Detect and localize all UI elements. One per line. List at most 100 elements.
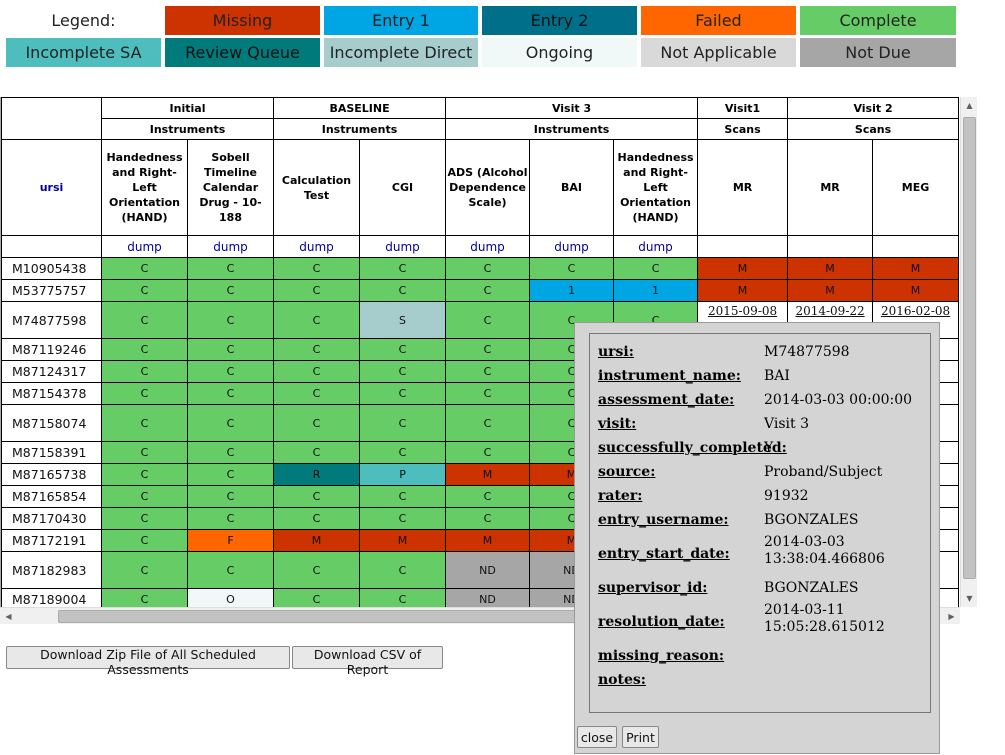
status-cell[interactable]: C: [101, 551, 188, 589]
dump-link[interactable]: dump: [613, 235, 699, 258]
status-cell[interactable]: M: [273, 529, 361, 552]
status-cell[interactable]: C: [445, 485, 531, 508]
dump-link[interactable]: dump: [359, 235, 447, 258]
status-cell[interactable]: C: [273, 507, 361, 530]
status-cell[interactable]: C: [101, 382, 188, 405]
status-cell[interactable]: C: [273, 485, 361, 508]
status-cell[interactable]: C: [186, 301, 275, 339]
status-cell[interactable]: M: [359, 529, 447, 552]
status-cell[interactable]: C: [186, 485, 275, 508]
status-cell[interactable]: C: [101, 529, 188, 552]
status-cell[interactable]: C: [186, 338, 275, 361]
dump-link[interactable]: dump: [101, 235, 188, 258]
status-cell[interactable]: C: [273, 360, 361, 383]
status-cell[interactable]: C: [359, 588, 447, 607]
status-cell[interactable]: C: [273, 404, 361, 442]
status-cell[interactable]: C: [359, 338, 447, 361]
status-cell[interactable]: C: [101, 507, 188, 530]
status-cell[interactable]: C: [101, 404, 188, 442]
status-cell[interactable]: C: [445, 301, 531, 339]
status-cell[interactable]: C: [359, 441, 447, 464]
vertical-scroll-thumb[interactable]: [963, 117, 976, 579]
print-button[interactable]: Print: [622, 726, 659, 748]
detail-key: source:: [598, 464, 656, 480]
status-cell[interactable]: C: [186, 463, 275, 486]
status-cell[interactable]: C: [101, 485, 188, 508]
dump-link[interactable]: dump: [186, 235, 275, 258]
status-cell[interactable]: C: [101, 338, 188, 361]
status-cell[interactable]: C: [359, 507, 447, 530]
status-cell[interactable]: C: [273, 257, 361, 280]
status-cell[interactable]: M: [872, 279, 960, 302]
status-cell[interactable]: C: [186, 257, 275, 280]
status-cell[interactable]: C: [445, 382, 531, 405]
status-cell[interactable]: C: [359, 485, 447, 508]
status-cell[interactable]: C: [273, 551, 361, 589]
close-button[interactable]: close: [577, 726, 617, 748]
status-cell[interactable]: C: [445, 257, 531, 280]
status-cell[interactable]: C: [101, 463, 188, 486]
horizontal-scroll-thumb[interactable]: [58, 610, 578, 623]
status-cell[interactable]: C: [359, 257, 447, 280]
vertical-scrollbar[interactable]: ▲ ▼: [960, 97, 977, 607]
status-cell[interactable]: M: [697, 257, 789, 280]
dump-link[interactable]: dump: [445, 235, 531, 258]
status-cell[interactable]: P: [359, 463, 447, 486]
status-cell[interactable]: C: [101, 360, 188, 383]
status-cell[interactable]: C: [613, 257, 699, 280]
scroll-down-arrow-icon[interactable]: ▼: [966, 594, 973, 603]
status-cell[interactable]: C: [445, 338, 531, 361]
status-cell[interactable]: R: [273, 463, 361, 486]
ursi-column-header[interactable]: ursi: [1, 139, 102, 236]
status-cell[interactable]: C: [273, 279, 361, 302]
status-cell[interactable]: C: [101, 588, 188, 607]
status-cell[interactable]: C: [359, 360, 447, 383]
status-cell[interactable]: ND: [445, 551, 531, 589]
status-cell[interactable]: S: [359, 301, 447, 339]
download-csv-button[interactable]: Download CSV of Report: [292, 646, 443, 677]
status-cell[interactable]: C: [359, 382, 447, 405]
status-cell[interactable]: C: [273, 382, 361, 405]
status-cell[interactable]: M: [445, 529, 531, 552]
status-cell[interactable]: 1: [613, 279, 699, 302]
status-cell[interactable]: M: [445, 463, 531, 486]
status-cell[interactable]: C: [273, 588, 361, 607]
status-cell[interactable]: C: [273, 301, 361, 339]
status-cell[interactable]: C: [359, 279, 447, 302]
status-cell[interactable]: C: [186, 551, 275, 589]
status-cell[interactable]: C: [359, 404, 447, 442]
status-cell[interactable]: C: [359, 551, 447, 589]
scroll-up-arrow-icon[interactable]: ▲: [966, 101, 973, 110]
status-cell[interactable]: M: [697, 279, 789, 302]
status-cell[interactable]: C: [445, 279, 531, 302]
status-cell[interactable]: C: [445, 360, 531, 383]
dump-link[interactable]: dump: [529, 235, 615, 258]
dump-link[interactable]: dump: [273, 235, 361, 258]
status-cell[interactable]: M: [872, 257, 960, 280]
status-cell[interactable]: O: [186, 588, 275, 607]
status-cell[interactable]: C: [186, 404, 275, 442]
status-cell[interactable]: C: [186, 507, 275, 530]
status-cell[interactable]: C: [273, 338, 361, 361]
status-cell[interactable]: C: [186, 279, 275, 302]
status-cell[interactable]: C: [101, 301, 188, 339]
status-cell[interactable]: M: [787, 257, 874, 280]
status-cell[interactable]: C: [101, 279, 188, 302]
status-cell[interactable]: C: [445, 507, 531, 530]
status-cell[interactable]: M: [787, 279, 874, 302]
status-cell[interactable]: C: [186, 382, 275, 405]
status-cell[interactable]: C: [273, 441, 361, 464]
status-cell[interactable]: ND: [445, 588, 531, 607]
status-cell[interactable]: C: [445, 404, 531, 442]
status-cell[interactable]: 1: [529, 279, 615, 302]
status-cell[interactable]: C: [445, 441, 531, 464]
scroll-right-arrow-icon[interactable]: ▶: [948, 612, 955, 621]
status-cell[interactable]: F: [186, 529, 275, 552]
status-cell[interactable]: C: [101, 441, 188, 464]
download-zip-button[interactable]: Download Zip File of All Scheduled Asses…: [6, 646, 290, 677]
status-cell[interactable]: C: [186, 360, 275, 383]
status-cell[interactable]: C: [101, 257, 188, 280]
scroll-left-arrow-icon[interactable]: ◀: [5, 612, 12, 621]
status-cell[interactable]: C: [529, 257, 615, 280]
status-cell[interactable]: C: [186, 441, 275, 464]
